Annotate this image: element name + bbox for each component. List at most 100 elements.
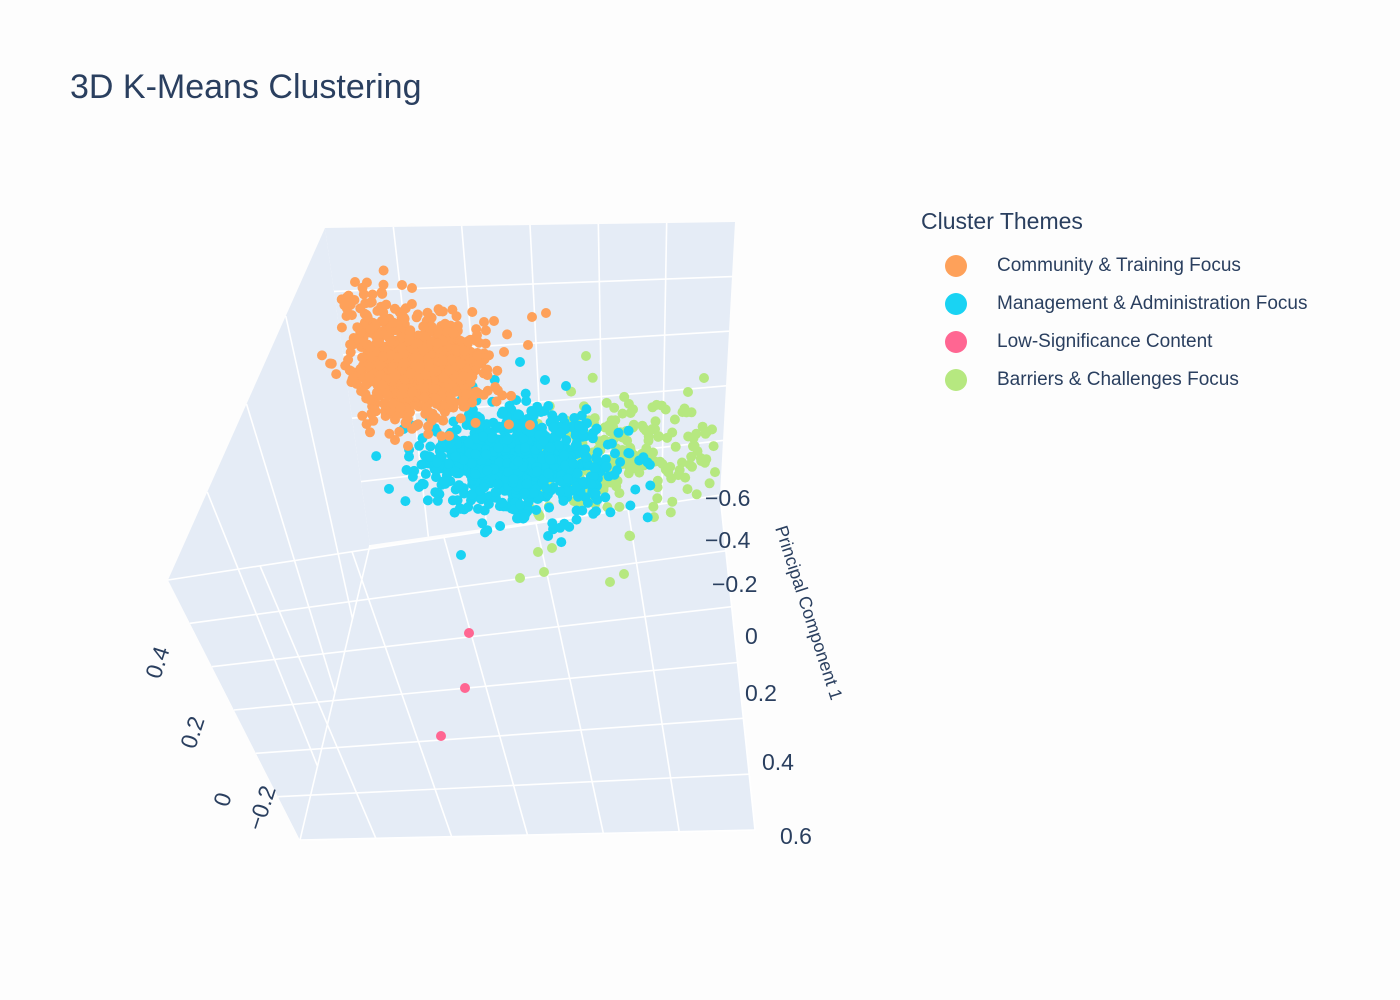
point-management-administration	[513, 409, 524, 420]
point-low-significance	[460, 683, 470, 693]
back-wall-gridline	[660, 222, 668, 504]
point-barriers-challenges	[581, 351, 591, 361]
point-barriers-challenges	[699, 373, 709, 383]
point-management-administration	[482, 465, 493, 476]
point-community-training	[423, 429, 434, 439]
point-management-administration	[582, 497, 593, 508]
point-management-administration	[591, 506, 601, 517]
point-management-administration	[497, 406, 508, 417]
point-community-training	[423, 421, 433, 432]
point-community-training	[428, 384, 439, 394]
point-community-training	[523, 340, 533, 350]
point-barriers-challenges	[673, 470, 684, 481]
point-management-administration	[422, 495, 433, 506]
point-management-administration	[503, 467, 514, 477]
point-community-training	[444, 430, 454, 441]
point-management-administration	[562, 473, 573, 484]
left-wall-gridline	[284, 315, 354, 619]
point-barriers-challenges	[696, 456, 707, 466]
point-barriers-challenges	[619, 391, 630, 402]
point-barriers-challenges	[547, 543, 557, 553]
legend-marker	[945, 369, 967, 391]
point-management-administration	[459, 488, 470, 499]
point-management-administration	[481, 449, 492, 460]
point-low-significance	[436, 731, 446, 741]
point-barriers-challenges	[665, 461, 676, 472]
chart-title: 3D K-Means Clustering	[70, 68, 422, 106]
point-community-training	[467, 307, 478, 317]
point-barriers-challenges	[741, 410, 751, 420]
legend-label: Low-Significance Content	[997, 331, 1213, 352]
point-community-training	[506, 390, 517, 401]
point-community-training	[346, 310, 357, 321]
point-barriers-challenges	[617, 408, 628, 419]
point-community-training	[472, 350, 483, 361]
point-management-administration	[543, 401, 554, 411]
point-community-training	[386, 350, 397, 361]
point-management-administration	[570, 430, 581, 441]
point-management-administration	[432, 495, 443, 506]
point-community-training	[431, 393, 442, 404]
legend-item-low-significance[interactable]: Low-Significance Content	[921, 323, 1308, 361]
point-community-training	[420, 370, 431, 381]
point-barriers-challenges	[755, 393, 765, 403]
legend-item-community-training[interactable]: Community & Training Focus	[921, 247, 1308, 285]
point-management-administration	[416, 459, 427, 470]
point-management-administration	[520, 388, 531, 399]
left-axis-tick-label: −0.2	[242, 782, 281, 833]
point-community-training	[397, 280, 407, 290]
legend-item-management-administration[interactable]: Management & Administration Focus	[921, 285, 1308, 323]
point-barriers-challenges	[761, 380, 771, 390]
point-community-training	[336, 322, 347, 333]
point-management-administration	[587, 433, 598, 444]
point-management-administration	[528, 487, 539, 498]
pc1-tick-label: 0.4	[762, 749, 794, 775]
point-barriers-challenges	[652, 493, 663, 504]
point-community-training	[378, 279, 389, 290]
point-management-administration	[371, 451, 382, 462]
point-community-training	[345, 339, 356, 350]
point-barriers-challenges	[737, 391, 748, 402]
point-community-training	[463, 336, 474, 347]
point-management-administration	[384, 483, 394, 494]
point-community-training	[370, 406, 381, 417]
point-barriers-challenges	[710, 467, 720, 478]
point-management-administration	[578, 476, 589, 487]
point-community-training	[499, 347, 509, 357]
point-barriers-challenges	[677, 457, 687, 468]
point-barriers-challenges	[667, 427, 678, 438]
point-community-training	[437, 415, 448, 426]
floor-gridline	[443, 537, 529, 836]
point-barriers-challenges	[650, 416, 661, 427]
point-management-administration	[483, 499, 494, 509]
point-barriers-challenges	[683, 431, 694, 442]
point-barriers-challenges	[682, 484, 693, 495]
point-management-administration	[623, 448, 634, 458]
point-community-training	[446, 354, 457, 365]
point-management-administration	[497, 497, 508, 508]
point-barriers-challenges	[619, 569, 629, 579]
point-management-administration	[547, 518, 558, 529]
point-barriers-challenges	[539, 567, 549, 577]
legend-item-barriers-challenges[interactable]: Barriers & Challenges Focus	[921, 361, 1308, 399]
pc1-tick-label: −0.4	[705, 527, 751, 553]
point-community-training	[448, 328, 459, 339]
point-barriers-challenges	[760, 403, 770, 413]
point-management-administration	[625, 500, 636, 511]
point-community-training	[400, 417, 411, 428]
point-barriers-challenges	[684, 459, 695, 470]
point-community-training	[445, 394, 456, 405]
point-community-training	[419, 331, 430, 342]
point-management-administration	[543, 468, 554, 479]
point-community-training	[378, 307, 389, 318]
point-community-training	[362, 312, 373, 323]
point-management-administration	[568, 458, 579, 469]
point-community-training	[403, 441, 413, 451]
point-barriers-challenges	[656, 400, 667, 411]
point-management-administration	[414, 440, 425, 451]
point-barriers-challenges	[643, 431, 654, 442]
point-barriers-challenges	[648, 501, 659, 512]
point-management-administration	[591, 424, 602, 435]
legend-label: Community & Training Focus	[997, 255, 1241, 276]
